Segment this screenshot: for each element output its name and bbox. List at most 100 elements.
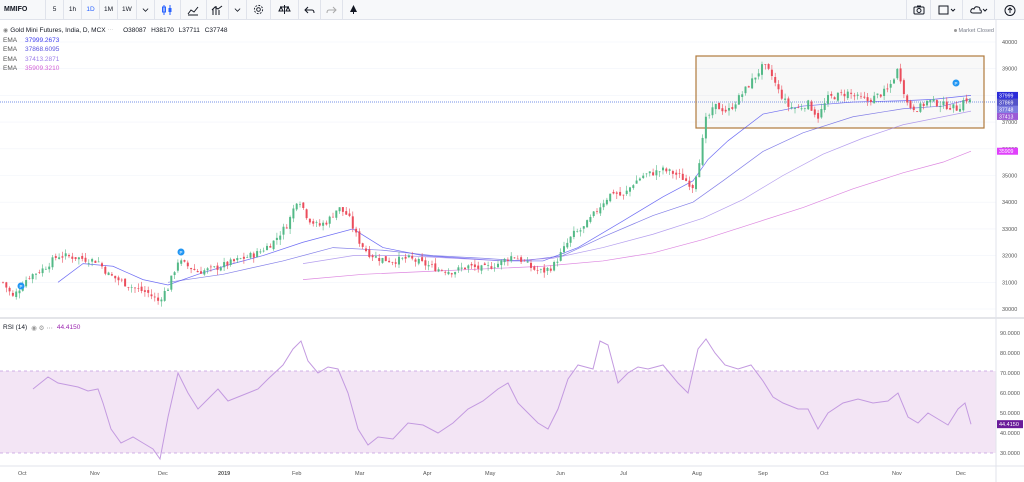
candle-body [622,194,625,196]
candle-body [289,217,292,229]
candles [2,61,971,307]
candle-body [625,190,628,195]
candle-body [856,94,859,96]
compare-chevron-icon[interactable] [229,0,247,20]
settings-icon[interactable] [247,0,271,20]
candle-body [388,260,391,263]
candle-body [170,275,173,290]
layout-icon[interactable] [930,0,962,20]
candle-body [213,266,216,268]
candle-body [28,278,31,279]
candle-body [275,237,278,241]
candle-body [566,242,569,248]
candle-body [480,265,483,271]
price-axis[interactable]: 4000039000380003700036000350003400033000… [1002,40,1017,313]
candle-body [493,267,496,269]
candle-body [259,251,262,253]
candle-body [417,258,420,264]
candle-body [582,226,585,229]
rsi-axis[interactable]: 90.0000 80.0000 70.0000 60.0000 50.0000 40.00… [997,331,1023,457]
visibility-icon[interactable]: ◉ [3,28,9,34]
candle-body [553,262,556,271]
symbol-search[interactable]: MMIFO [0,0,46,20]
candle-body [226,261,229,266]
candle-body [77,257,80,260]
redo-icon[interactable] [321,0,343,20]
ema-legend-row[interactable]: EMA 37413.2871 [3,56,230,65]
candle-body [269,245,272,248]
candle-body [929,99,932,103]
interval-1h[interactable]: 1h [64,0,82,20]
consolidation-rectangle[interactable] [695,55,985,129]
chart-canvas[interactable]: P P P 4000039000380003700036000350003400… [0,20,1024,482]
more-icon[interactable]: ⋯ [107,28,114,34]
candle-body [794,108,796,109]
candle-body [510,256,513,261]
candle-body [467,265,470,269]
candle-body [691,184,694,189]
candle-body [15,291,18,298]
candle-body [681,173,684,180]
ema-legend-row[interactable]: EMA 37868.6095 [3,46,230,55]
area-icon[interactable] [181,0,207,20]
candle-body [655,170,658,176]
time-tick-label: Jun [556,471,565,477]
candle-body [200,271,202,274]
rsi-settings-icon[interactable]: ◉ ⚙ ⋯ [31,325,53,332]
candle-body [592,211,595,217]
rsi-tick-label: 80.0000 [1000,351,1020,357]
cloud-icon[interactable] [962,0,994,20]
rsi-value-badge-label: 44.4150 [999,422,1019,428]
price-tick-label: 35000 [1002,174,1017,180]
candle-body [249,252,252,258]
price-badge-label: 37999 [999,93,1014,99]
event-flag-marker[interactable]: P [952,79,960,87]
candle-body [546,267,549,271]
candle-body [236,258,239,261]
svg-text:P: P [179,250,182,255]
candle-body [25,280,28,287]
undo-icon[interactable] [299,0,321,20]
candle-body [883,88,886,97]
candle-body [302,202,305,208]
candle-body [104,266,107,274]
event-flag-marker[interactable]: P [17,282,25,290]
event-flag-marker[interactable]: P [177,248,185,256]
market-status: Market Closed [953,28,994,34]
candle-body [424,260,427,266]
candle-body [503,258,506,263]
candle-body [223,262,226,268]
rsi-tick-label: 70.0000 [1000,371,1020,377]
alert-scale-icon[interactable] [271,0,299,20]
candle-body [879,94,882,97]
ema-legend-row[interactable]: EMA 35909.3210 [3,65,230,74]
drawing-icon[interactable] [343,0,365,20]
interval-1m[interactable]: 1M [100,0,119,20]
chevron-down-icon[interactable] [137,0,155,20]
candle-body [599,207,602,214]
candle-body [671,171,674,174]
candles-icon[interactable] [155,0,181,20]
candle-body [909,100,912,108]
time-tick-label: Dec [956,471,966,477]
candle-body [279,235,282,240]
interval-1w[interactable]: 1W [118,0,137,20]
candle-body [134,287,136,289]
rsi-value: 44.4150 [56,324,81,331]
camera-icon[interactable] [906,0,930,20]
time-axis[interactable]: Oct Nov Dec 2019 Feb Mar Apr May Jun Jul Aug Sep Oct… [18,471,966,477]
upload-icon[interactable] [994,0,1024,20]
candle-body [114,275,117,279]
candle-body [256,251,259,258]
price-tick-label: 32000 [1002,254,1017,260]
indicators-icon[interactable] [207,0,229,20]
interval-5[interactable]: 5 [46,0,64,20]
candle-body [203,270,206,275]
candle-body [863,96,866,98]
candle-body [869,99,872,103]
candle-body [721,108,724,112]
interval-1d[interactable]: 1D [82,0,100,20]
candle-body [662,167,664,171]
low-value: L37711 [178,27,200,34]
ema-legend-row[interactable]: EMA 37999.2673 [3,37,230,46]
